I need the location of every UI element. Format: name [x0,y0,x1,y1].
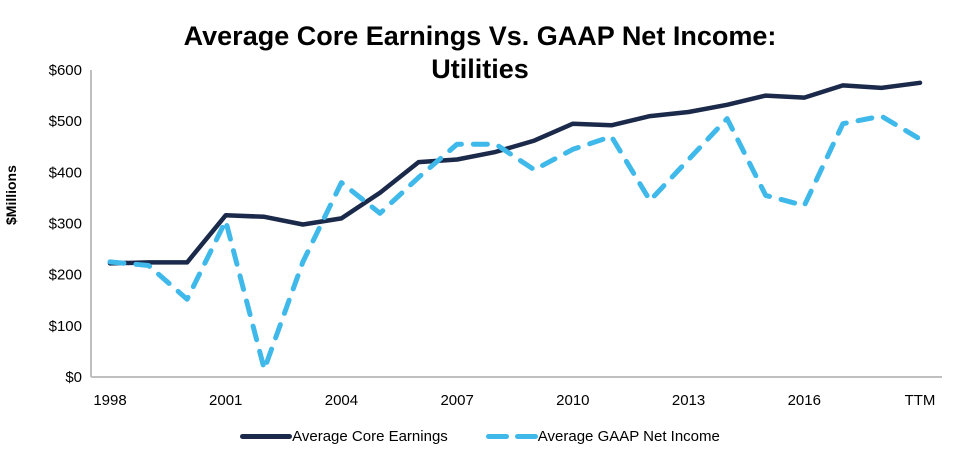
x-tick-label: 2001 [209,392,242,409]
y-tick-label: $300 [49,216,82,233]
x-tick-label: 2013 [672,392,705,409]
legend-label: Average GAAP Net Income [537,428,720,445]
legend: Average Core Earnings Average GAAP Net I… [0,428,960,445]
y-tick-label: $400 [49,164,82,181]
chart-title: Average Core Earnings Vs. GAAP Net Incom… [0,20,960,86]
x-tick-label: 2007 [440,392,473,409]
x-tick-label: 2010 [556,392,589,409]
chart-title-line2: Utilities [431,54,529,84]
x-tick-label: TTM [905,392,936,409]
series-line-gaap-net-income [107,113,923,372]
x-tick-label: 1998 [93,392,126,409]
y-tick-label: $600 [49,62,82,79]
chart-title-line1: Average Core Earnings Vs. GAAP Net Incom… [183,21,777,51]
y-tick-label: $200 [49,267,82,284]
x-tick-label: 2004 [325,392,358,409]
series-line-core-earnings [107,80,923,266]
x-tick-label: 2016 [788,392,821,409]
y-tick-label: $0 [65,369,82,386]
y-tick-label: $100 [49,318,82,335]
legend-item-core-earnings: Average Core Earnings [240,428,448,445]
y-tick-label: $500 [49,113,82,130]
legend-swatch-solid-icon [240,434,293,439]
legend-label: Average Core Earnings [292,428,448,445]
legend-item-gaap-net-income: Average GAAP Net Income [485,428,720,445]
legend-swatch-dashed-icon [485,434,538,439]
